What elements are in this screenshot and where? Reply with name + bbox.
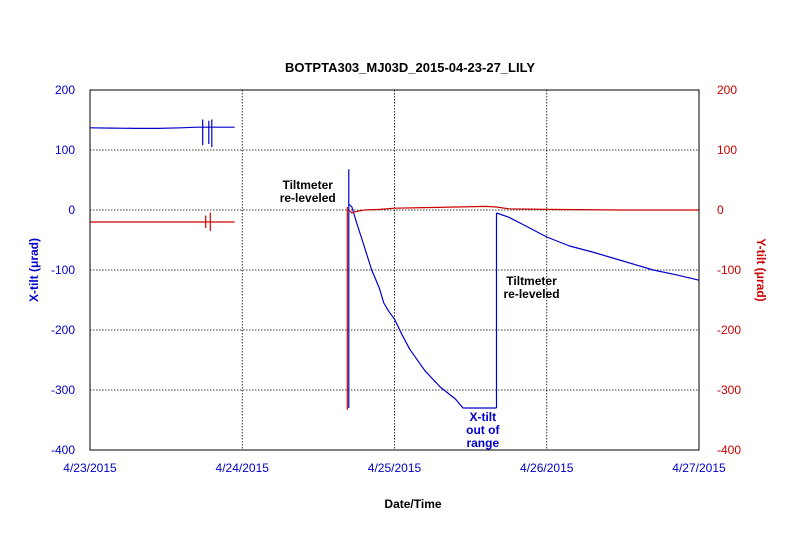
y-tick-label-left: -200	[51, 323, 75, 337]
annotation-text: X-tilt out of range	[466, 410, 500, 450]
y-tick-label-left: -300	[51, 383, 75, 397]
y-axis-label-right: Y-tilt (μrad)	[754, 238, 768, 301]
x-tilt-series-line	[348, 203, 497, 409]
tick-labels: 200 100 0 -100 -200 -300 -400 200 100 0 -100 -200 -3…	[51, 83, 741, 475]
annotation-line: re-leveled	[280, 191, 336, 205]
annotation-line: X-tilt	[469, 410, 496, 424]
y-tick-label-right: -300	[717, 383, 741, 397]
y-tick-label-left: -400	[51, 443, 75, 457]
x-tick-label: 4/24/2015	[216, 461, 270, 475]
annotation-line: Tiltmeter	[506, 274, 557, 288]
y-axis-label-left: X-tilt (μrad)	[27, 238, 41, 302]
annotation-text: Tiltmeter re-leveled	[280, 178, 336, 205]
annotation-text: Tiltmeter re-leveled	[504, 274, 560, 301]
y-tick-label-right: -100	[717, 263, 741, 277]
annotation-line: Tiltmeter	[282, 178, 333, 192]
annotation-line: out of	[466, 423, 500, 437]
x-tick-label: 4/23/2015	[63, 461, 117, 475]
y-tilt-series-line	[354, 205, 699, 213]
x-tick-label: 4/25/2015	[368, 461, 422, 475]
y-tilt-series-line	[348, 209, 356, 214]
y-tick-label-left: 0	[68, 203, 75, 217]
y-tick-label-right: -400	[717, 443, 741, 457]
y-tick-label-right: 0	[717, 203, 724, 217]
x-axis-label: Date/Time	[384, 497, 441, 511]
y-tick-label-left: 200	[55, 83, 75, 97]
annotation-line: range	[466, 436, 499, 450]
x-tick-label: 4/27/2015	[672, 461, 726, 475]
series-lines	[89, 119, 700, 410]
annotation-line: re-leveled	[504, 287, 560, 301]
plot-frame	[89, 89, 700, 451]
y-tick-label-right: 200	[717, 83, 737, 97]
x-tilt-series-line	[496, 212, 700, 281]
chart-title: BOTPTA303_MJ03D_2015-04-23-27_LILY	[285, 60, 535, 75]
y-tick-label-right: -200	[717, 323, 741, 337]
y-tick-label-right: 100	[717, 143, 737, 157]
y-tick-label-left: -100	[51, 263, 75, 277]
x-tick-label: 4/26/2015	[520, 461, 574, 475]
y-tick-label-left: 100	[55, 143, 75, 157]
